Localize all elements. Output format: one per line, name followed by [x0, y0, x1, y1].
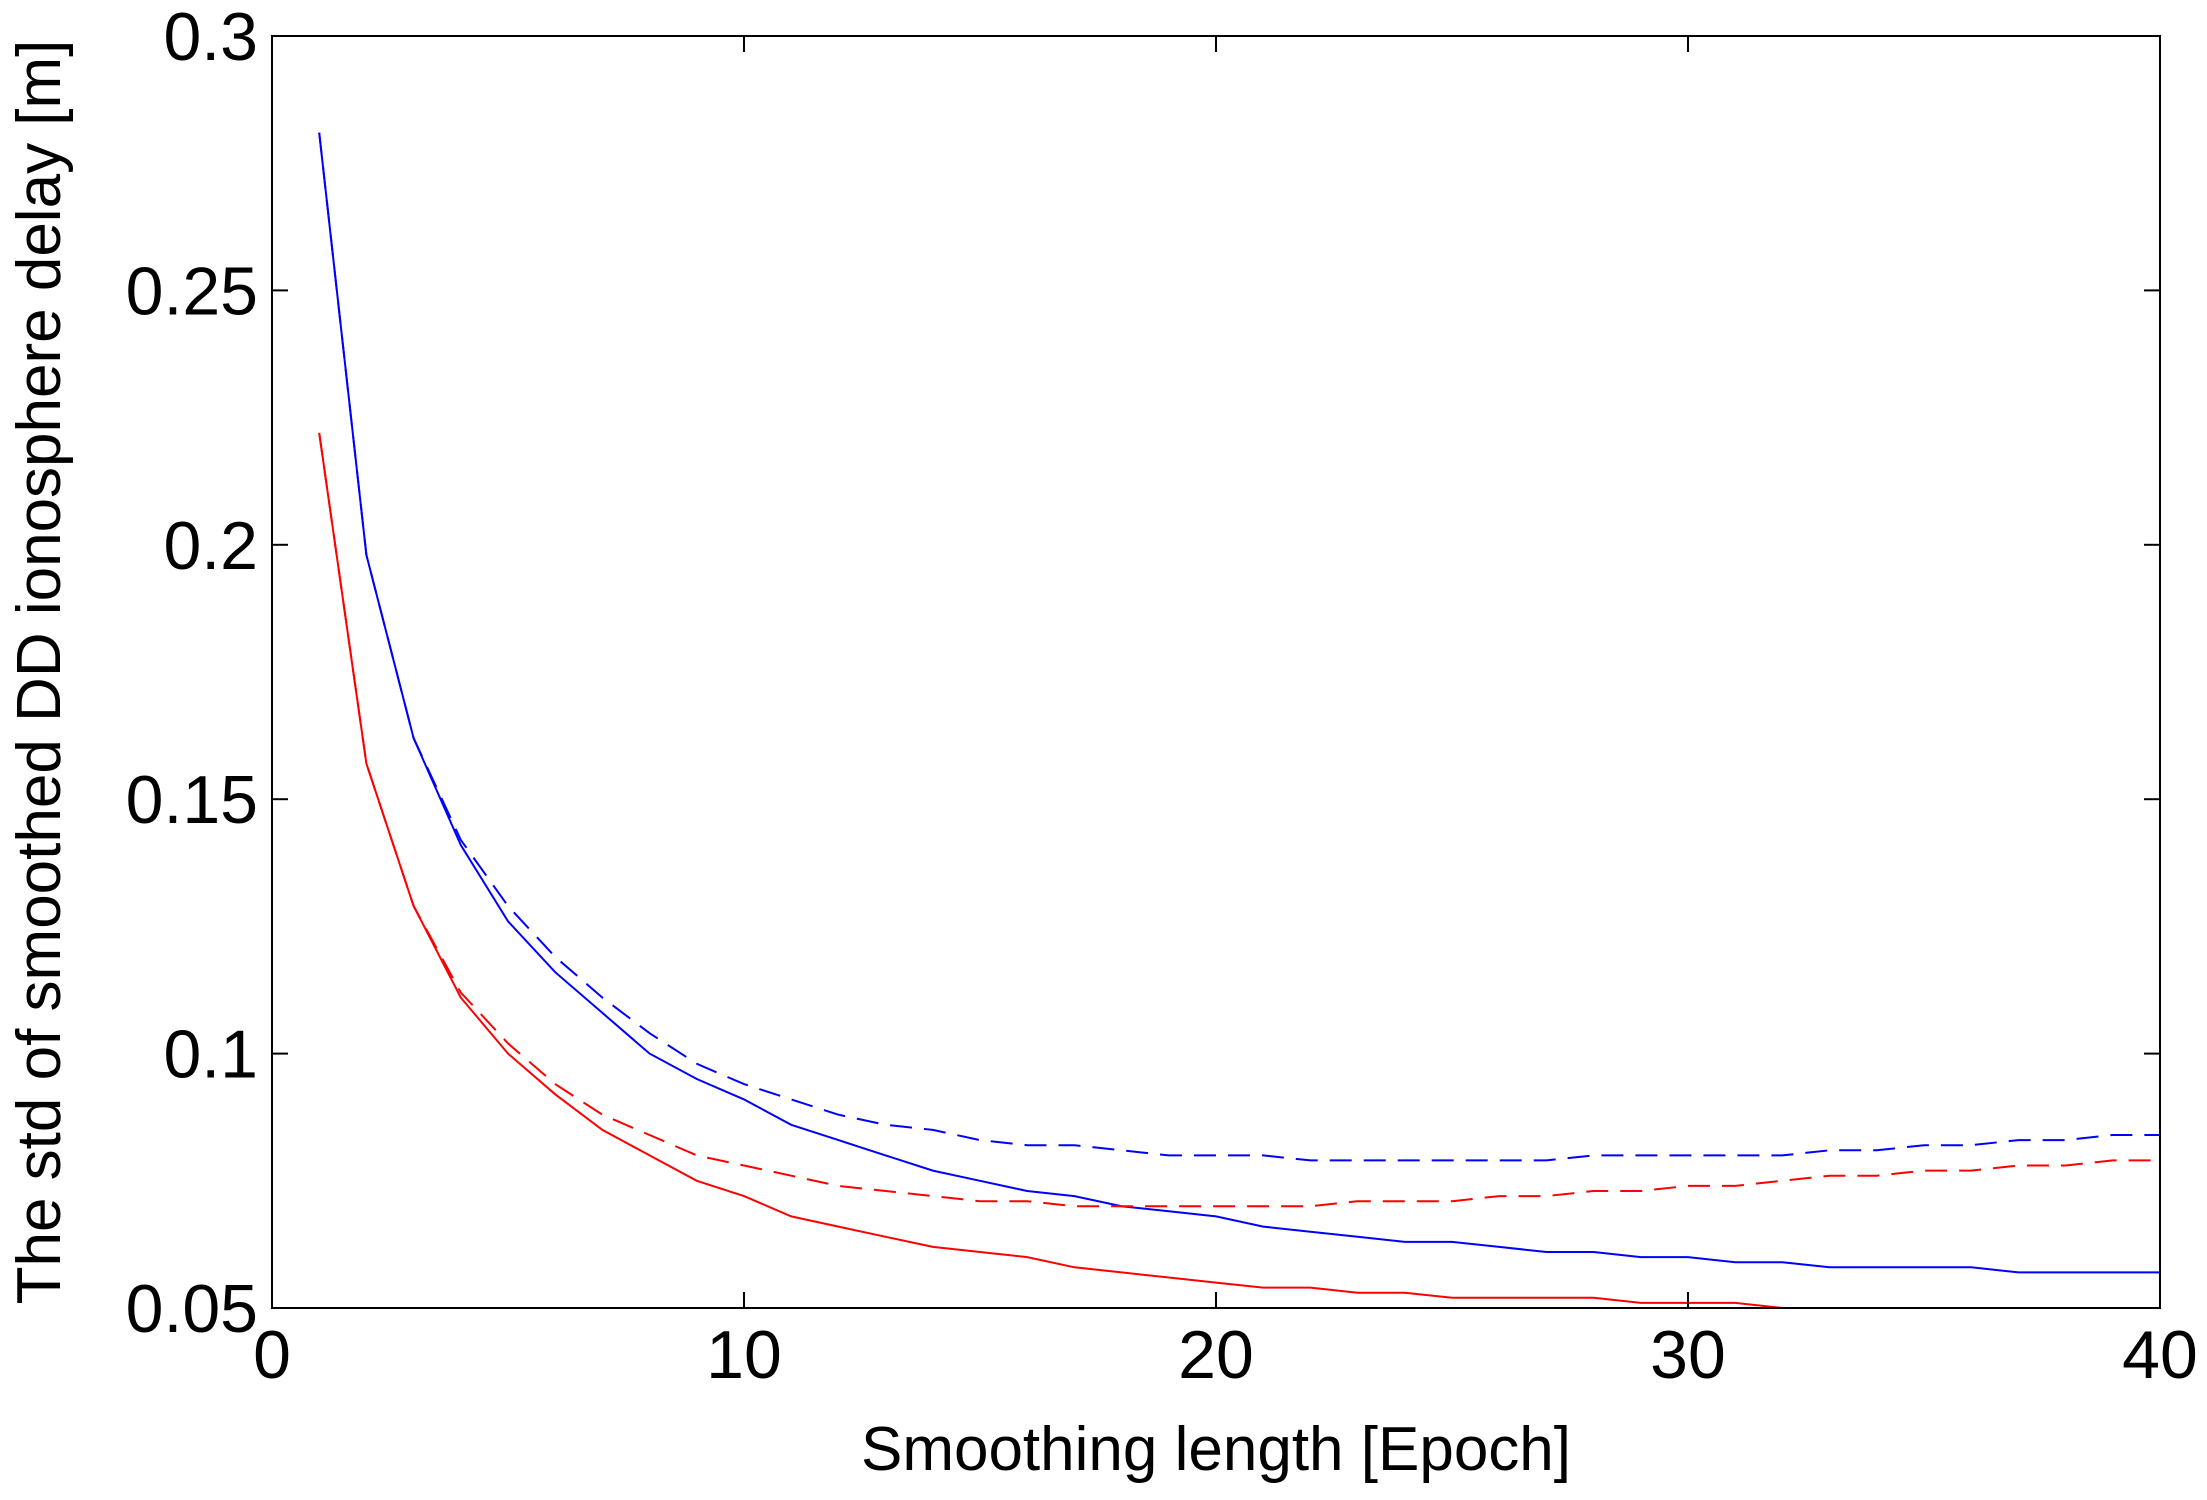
x-tick-label: 40 — [2122, 1317, 2198, 1393]
y-tick-label: 0.25 — [126, 253, 258, 329]
series-layer — [318, 132, 2160, 1309]
series-line-blue-solid — [318, 132, 2160, 1274]
y-tick-label: 0.2 — [163, 508, 258, 584]
x-tick-label: 30 — [1650, 1317, 1726, 1393]
y-axis-title: The std of smoothed DD ionosphere delay … — [5, 40, 74, 1305]
series-line-red-dashed — [318, 432, 2160, 1208]
x-axis-title: Smoothing length [Epoch] — [861, 1415, 1571, 1484]
series-line-blue-dashed — [318, 132, 2160, 1162]
y-tick-label: 0.1 — [163, 1017, 258, 1093]
axes-frame — [271, 35, 2161, 1309]
x-tick-label: 10 — [706, 1317, 782, 1393]
y-tick-label: 0.15 — [126, 762, 258, 838]
y-tick-label: 0.05 — [126, 1271, 258, 1347]
label-layer: 0 10 20 30 40 0.05 0.1 0.15 0.2 0.25 0.3 — [126, 0, 2198, 1393]
x-tick-label: 20 — [1178, 1317, 1254, 1393]
plot-area — [272, 36, 2160, 1308]
x-tick-label: 0 — [253, 1317, 291, 1393]
y-tick-label: 0.3 — [163, 0, 258, 75]
